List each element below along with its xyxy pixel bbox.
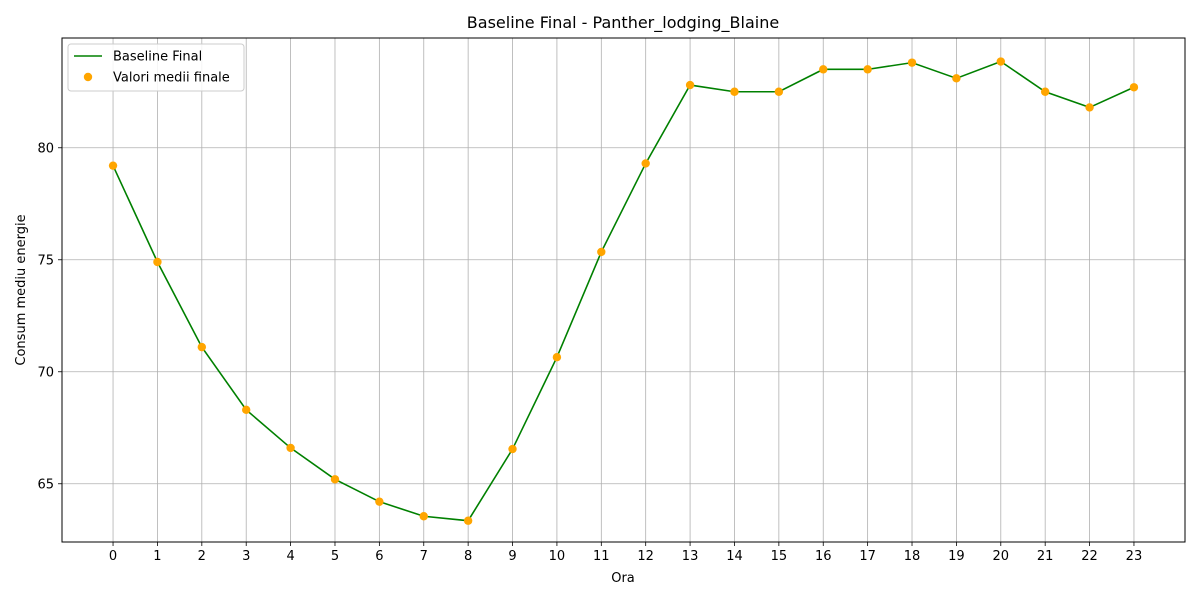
x-tick-label: 22 (1081, 549, 1098, 564)
data-point (597, 247, 606, 257)
x-tick-label: 15 (771, 549, 788, 564)
x-tick-label: 13 (682, 549, 699, 564)
legend-box (67, 43, 245, 92)
chart-title: Baseline Final - Panther_lodging_Blaine (467, 13, 779, 33)
series-line (112, 60, 1135, 522)
data-point (685, 80, 695, 90)
data-point (197, 342, 207, 352)
x-tick-label: 12 (637, 549, 654, 564)
x-tick-label: 7 (420, 549, 428, 564)
y-tick-label: 65 (37, 477, 54, 492)
x-tick-label: 10 (549, 549, 566, 564)
data-point (508, 444, 517, 454)
x-tick-label: 17 (859, 549, 876, 564)
x-tick-label: 1 (153, 549, 161, 564)
data-point (552, 353, 562, 362)
data-point (996, 57, 1005, 66)
data-point (419, 512, 428, 521)
data-point (1129, 83, 1139, 92)
x-tick-label: 0 (109, 549, 117, 564)
x-tick-label: 9 (508, 549, 516, 564)
x-tick-label: 14 (726, 549, 743, 564)
legend: Baseline Final Valori medii finale (67, 43, 245, 92)
plot-frame (61, 37, 1186, 543)
data-point (641, 159, 650, 168)
x-tick-label: 6 (375, 549, 383, 564)
y-tick-label: 70 (37, 365, 54, 380)
x-tick-label: 16 (815, 549, 832, 564)
data-point (286, 443, 295, 453)
x-tick-label: 20 (993, 549, 1010, 564)
data-point (819, 65, 828, 74)
x-tick-label: 19 (948, 549, 965, 564)
data-point (153, 257, 162, 267)
x-tick-label: 4 (286, 549, 294, 564)
data-point (774, 87, 784, 96)
grid (62, 38, 1185, 542)
legend-label: Valori medii finale (113, 71, 230, 86)
x-tick-label: 18 (904, 549, 921, 564)
data-point (1085, 103, 1094, 112)
series (108, 57, 1139, 525)
x-axis-label: Ora (611, 571, 635, 586)
x-tick-label: 21 (1037, 549, 1054, 564)
x-tick-label: 8 (464, 549, 472, 564)
legend-marker-swatch (83, 72, 93, 82)
data-point (463, 516, 473, 525)
y-axis-label: Consum mediu energie (14, 214, 29, 365)
y-tick-label: 75 (37, 253, 54, 268)
x-tick-label: 3 (242, 549, 250, 564)
data-point (330, 475, 340, 484)
x-tick-label: 5 (331, 549, 339, 564)
data-point (375, 497, 384, 506)
data-point (907, 58, 917, 67)
x-tick-label: 11 (593, 549, 610, 564)
data-point (863, 65, 872, 74)
data-point (952, 74, 961, 83)
x-tick-label: 23 (1126, 549, 1143, 564)
data-point (242, 405, 251, 415)
x-tick-label: 2 (198, 549, 206, 564)
data-point (1040, 87, 1050, 96)
y-tick-label: 80 (37, 141, 54, 156)
data-point (108, 161, 118, 170)
legend-label: Baseline Final (113, 50, 202, 65)
ticks: 0 1 2 3 4 5 6 7 8 9 10 11 12 13 14 15 16 17 18 19 20 21 22 2365… (37, 141, 1142, 564)
data-point (730, 87, 739, 96)
